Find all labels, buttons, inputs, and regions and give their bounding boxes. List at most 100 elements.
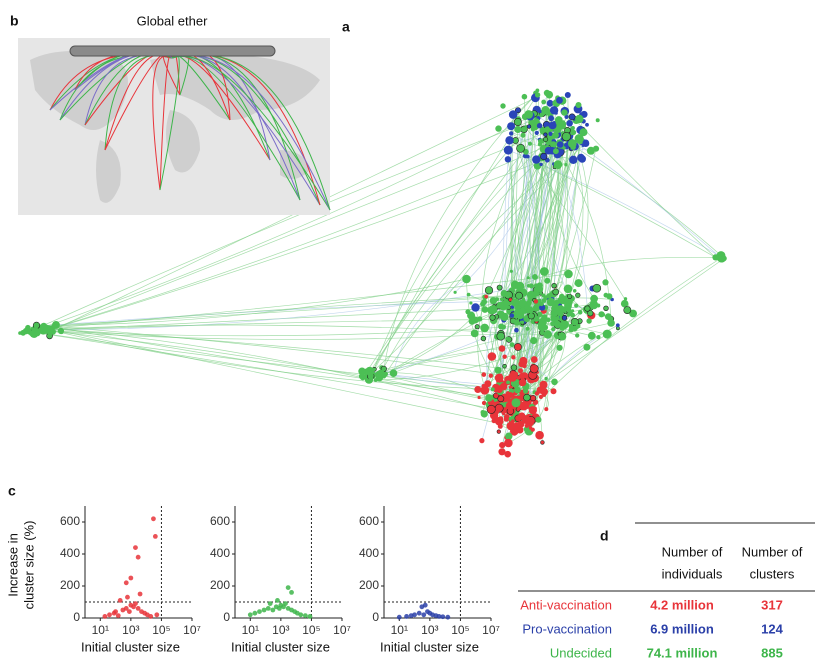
network-edge: [53, 326, 515, 401]
network-node: [564, 114, 569, 119]
scatter-point: [133, 601, 138, 606]
network-edge: [34, 143, 586, 335]
network-node: [548, 115, 555, 122]
network-edge: [49, 119, 577, 331]
table-header: Number of: [662, 544, 723, 559]
table-header: clusters: [750, 566, 795, 581]
network-node: [550, 321, 556, 327]
network-node: [484, 380, 492, 388]
network-node: [520, 132, 526, 138]
network-node: [536, 285, 544, 293]
network-node: [466, 292, 471, 297]
network-node: [586, 146, 595, 155]
network-edge: [39, 273, 569, 330]
network-node: [486, 404, 496, 414]
network-node: [499, 300, 509, 310]
scatter-point: [135, 606, 141, 611]
network-node: [532, 155, 541, 164]
network-node: [489, 314, 496, 321]
network-node: [474, 324, 480, 330]
network-node: [29, 329, 39, 338]
network-node: [520, 320, 525, 324]
map-title: Global ether: [137, 13, 208, 28]
network-node: [571, 309, 575, 313]
x-tick-label: 10⁷: [482, 623, 500, 637]
network-node: [481, 400, 487, 406]
network-node: [568, 323, 574, 329]
network-node: [511, 298, 520, 307]
network-node: [514, 327, 519, 333]
network-node: [543, 330, 552, 339]
network-node: [572, 325, 578, 332]
y-tick-label: 200: [359, 578, 379, 592]
network-node: [533, 315, 540, 322]
table-cell: 124: [761, 621, 783, 636]
network-edge: [525, 366, 551, 393]
network-edge: [499, 115, 531, 305]
network-node: [570, 144, 576, 150]
network-node: [519, 372, 526, 379]
network-edge: [385, 316, 474, 375]
scatter-point: [128, 575, 134, 581]
network-node: [495, 125, 502, 132]
y-tick-label: 200: [60, 578, 80, 592]
network-node: [500, 297, 504, 302]
network-node: [575, 114, 584, 124]
scatter-point: [419, 604, 425, 610]
network-node: [585, 122, 589, 127]
network-node: [546, 293, 552, 299]
network-node: [500, 290, 508, 297]
network-node: [598, 311, 605, 318]
network-node: [498, 323, 505, 330]
x-tick-label: 10¹: [391, 623, 408, 637]
network-edge: [506, 140, 513, 339]
network-node: [47, 329, 52, 334]
network-node: [577, 310, 583, 315]
scatter-point: [416, 610, 422, 616]
network-node: [552, 288, 560, 296]
network-node: [533, 291, 540, 297]
network-node: [543, 295, 548, 300]
network-node: [566, 120, 573, 127]
network-node: [559, 325, 566, 331]
network-node: [488, 373, 493, 378]
network-node: [589, 300, 599, 310]
network-node: [453, 290, 457, 294]
network-node: [596, 335, 601, 340]
scatter-point: [113, 609, 118, 614]
network-node: [534, 130, 539, 135]
network-node: [503, 416, 509, 422]
scatter-point: [102, 614, 108, 619]
network-node: [518, 299, 527, 308]
y-tick-label: 0: [223, 610, 230, 624]
scatter-point: [125, 594, 130, 600]
network-node: [526, 154, 530, 159]
network: [18, 88, 727, 458]
x-tick-label: 10⁷: [333, 623, 351, 637]
network-edge: [375, 325, 579, 381]
network-node: [521, 415, 531, 424]
network-node: [564, 163, 568, 167]
network-node: [522, 388, 529, 394]
network-node: [502, 364, 507, 369]
scatter-point: [152, 534, 158, 539]
network-node: [554, 302, 559, 306]
scatter-point: [267, 601, 273, 606]
network-node: [529, 364, 539, 374]
network-node: [514, 343, 522, 351]
scatter-point: [117, 598, 123, 603]
network-node: [506, 421, 516, 431]
y-tick-label: 400: [210, 546, 230, 560]
network-node: [532, 303, 541, 312]
network-node: [538, 298, 542, 303]
network-node: [540, 440, 545, 445]
network-node: [530, 121, 539, 131]
x-tick-label: 10⁵: [451, 623, 469, 637]
network-node: [561, 109, 568, 116]
network-node: [587, 331, 596, 340]
network-node: [540, 388, 548, 396]
network-node: [358, 373, 365, 380]
network-node: [481, 372, 487, 377]
network-node: [562, 146, 566, 150]
network-node: [574, 279, 583, 288]
